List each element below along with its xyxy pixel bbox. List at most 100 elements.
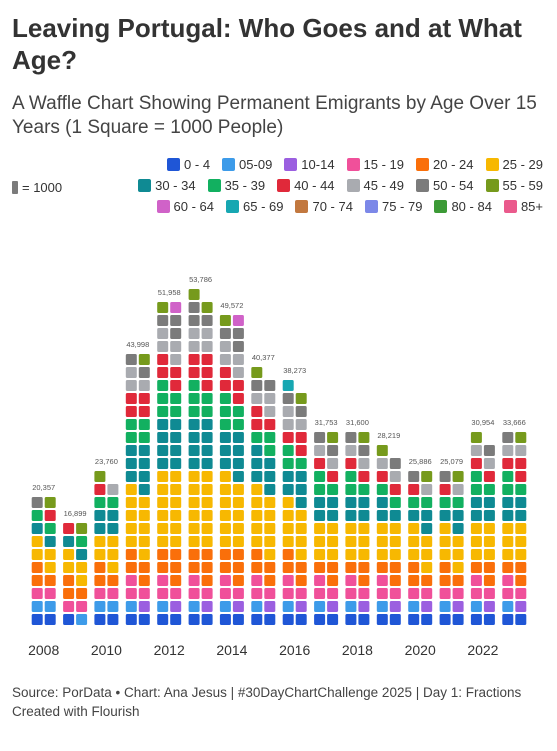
- waffle-square-30-34[interactable]: [421, 510, 433, 521]
- waffle-square-25-29[interactable]: [219, 510, 231, 521]
- waffle-square-35-39[interactable]: [421, 497, 433, 508]
- waffle-square-25-29[interactable]: [219, 523, 231, 534]
- waffle-square-30-34[interactable]: [138, 484, 150, 495]
- waffle-square-05-09[interactable]: [219, 601, 231, 612]
- waffle-square-25-29[interactable]: [232, 484, 244, 495]
- waffle-square-15-19[interactable]: [376, 588, 388, 599]
- waffle-square-40-44[interactable]: [170, 380, 182, 391]
- waffle-square-20-24[interactable]: [31, 562, 43, 573]
- waffle-square-50-54[interactable]: [264, 380, 276, 391]
- waffle-square-50-54[interactable]: [31, 497, 43, 508]
- waffle-square-25-29[interactable]: [219, 484, 231, 495]
- waffle-square-40-44[interactable]: [295, 432, 307, 443]
- waffle-square-30-34[interactable]: [31, 523, 43, 534]
- waffle-square-20-24[interactable]: [107, 575, 119, 586]
- waffle-square-15-19[interactable]: [282, 588, 294, 599]
- waffle-square-45-49[interactable]: [107, 484, 119, 495]
- waffle-square-20-24[interactable]: [219, 562, 231, 573]
- waffle-square-20-24[interactable]: [170, 562, 182, 573]
- waffle-square-25-29[interactable]: [170, 523, 182, 534]
- waffle-square-40-44[interactable]: [345, 458, 357, 469]
- waffle-square-0-4[interactable]: [44, 614, 56, 625]
- waffle-square-20-24[interactable]: [358, 562, 370, 573]
- year-column-2021[interactable]: [439, 471, 464, 625]
- waffle-square-40-44[interactable]: [94, 484, 106, 495]
- waffle-square-20-24[interactable]: [170, 549, 182, 560]
- waffle-square-20-24[interactable]: [345, 562, 357, 573]
- waffle-square-25-29[interactable]: [188, 484, 200, 495]
- waffle-square-30-34[interactable]: [63, 536, 75, 547]
- waffle-square-50-54[interactable]: [314, 432, 326, 443]
- legend-item-0-4[interactable]: 0 - 4: [167, 157, 210, 172]
- waffle-square-25-29[interactable]: [470, 536, 482, 547]
- waffle-square-25-29[interactable]: [502, 536, 514, 547]
- waffle-square-0-4[interactable]: [345, 614, 357, 625]
- waffle-square-15-19[interactable]: [170, 588, 182, 599]
- waffle-square-45-49[interactable]: [251, 393, 263, 404]
- waffle-square-15-19[interactable]: [63, 601, 75, 612]
- waffle-square-35-39[interactable]: [188, 393, 200, 404]
- waffle-square-35-39[interactable]: [502, 471, 514, 482]
- waffle-square-25-29[interactable]: [107, 549, 119, 560]
- waffle-square-45-49[interactable]: [295, 419, 307, 430]
- waffle-square-25-29[interactable]: [94, 549, 106, 560]
- waffle-square-25-29[interactable]: [44, 549, 56, 560]
- waffle-square-55-59[interactable]: [94, 471, 106, 482]
- waffle-square-30-34[interactable]: [251, 471, 263, 482]
- waffle-square-40-44[interactable]: [138, 406, 150, 417]
- waffle-square-35-39[interactable]: [44, 523, 56, 534]
- waffle-square-35-39[interactable]: [314, 484, 326, 495]
- waffle-square-30-34[interactable]: [483, 510, 495, 521]
- waffle-square-30-34[interactable]: [170, 432, 182, 443]
- waffle-square-30-34[interactable]: [264, 484, 276, 495]
- waffle-square-20-24[interactable]: [264, 575, 276, 586]
- waffle-square-15-19[interactable]: [470, 575, 482, 586]
- waffle-square-15-19[interactable]: [408, 588, 420, 599]
- waffle-square-30-34[interactable]: [376, 510, 388, 521]
- waffle-square-30-34[interactable]: [157, 419, 169, 430]
- waffle-square-35-39[interactable]: [264, 445, 276, 456]
- waffle-square-20-24[interactable]: [232, 575, 244, 586]
- waffle-square-20-24[interactable]: [452, 575, 464, 586]
- waffle-square-25-29[interactable]: [282, 510, 294, 521]
- waffle-square-20-24[interactable]: [94, 575, 106, 586]
- waffle-square-10-14[interactable]: [264, 601, 276, 612]
- waffle-square-25-29[interactable]: [188, 497, 200, 508]
- waffle-square-25-29[interactable]: [251, 497, 263, 508]
- waffle-square-35-39[interactable]: [295, 458, 307, 469]
- waffle-square-30-34[interactable]: [502, 510, 514, 521]
- waffle-square-30-34[interactable]: [452, 510, 464, 521]
- waffle-square-45-49[interactable]: [327, 458, 339, 469]
- waffle-square-35-39[interactable]: [219, 419, 231, 430]
- waffle-square-20-24[interactable]: [201, 575, 213, 586]
- waffle-square-40-44[interactable]: [327, 471, 339, 482]
- waffle-square-55-59[interactable]: [358, 432, 370, 443]
- waffle-square-50-54[interactable]: [157, 315, 169, 326]
- legend-item-30-34[interactable]: 30 - 34: [138, 178, 196, 193]
- waffle-square-35-39[interactable]: [219, 393, 231, 404]
- waffle-square-05-09[interactable]: [76, 614, 88, 625]
- waffle-square-20-24[interactable]: [157, 549, 169, 560]
- waffle-square-15-19[interactable]: [232, 588, 244, 599]
- waffle-square-0-4[interactable]: [439, 614, 451, 625]
- waffle-square-25-29[interactable]: [264, 536, 276, 547]
- waffle-square-25-29[interactable]: [358, 523, 370, 534]
- waffle-square-45-49[interactable]: [125, 367, 137, 378]
- waffle-square-40-44[interactable]: [483, 471, 495, 482]
- waffle-square-0-4[interactable]: [201, 614, 213, 625]
- waffle-square-20-24[interactable]: [439, 562, 451, 573]
- waffle-square-30-34[interactable]: [251, 458, 263, 469]
- waffle-square-25-29[interactable]: [232, 523, 244, 534]
- waffle-square-40-44[interactable]: [470, 458, 482, 469]
- waffle-square-50-54[interactable]: [439, 471, 451, 482]
- waffle-square-55-59[interactable]: [157, 302, 169, 313]
- legend-item-60-64[interactable]: 60 - 64: [156, 199, 214, 214]
- waffle-square-10-14[interactable]: [483, 601, 495, 612]
- waffle-square-15-19[interactable]: [219, 575, 231, 586]
- waffle-square-25-29[interactable]: [63, 562, 75, 573]
- waffle-square-15-19[interactable]: [345, 588, 357, 599]
- waffle-square-40-44[interactable]: [515, 458, 527, 469]
- waffle-square-25-29[interactable]: [376, 549, 388, 560]
- waffle-square-45-49[interactable]: [170, 341, 182, 352]
- waffle-square-0-4[interactable]: [515, 614, 527, 625]
